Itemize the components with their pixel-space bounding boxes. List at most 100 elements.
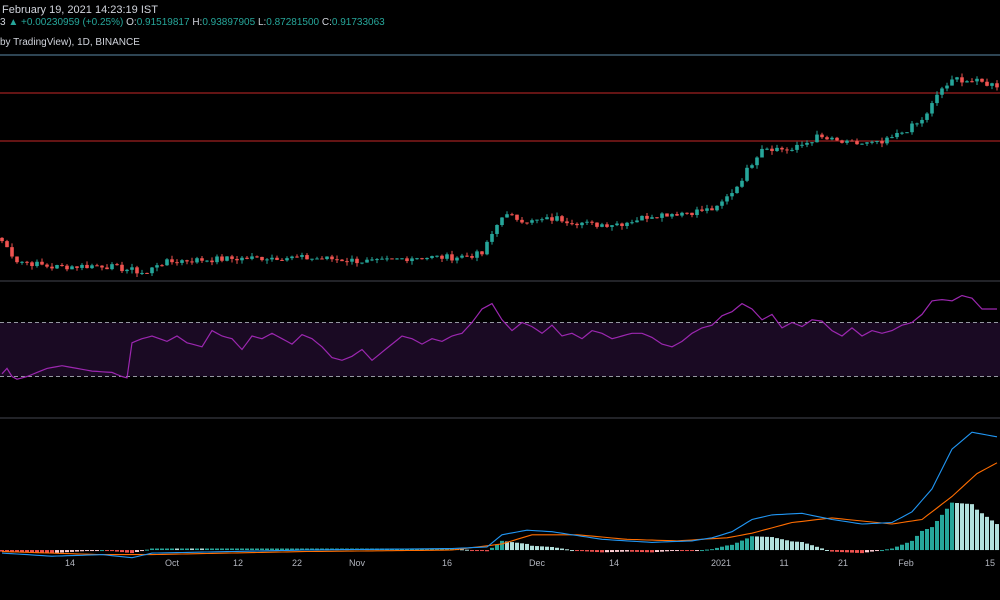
candle — [125, 268, 129, 274]
time-axis-label: 21 — [838, 558, 848, 568]
candle — [500, 217, 504, 227]
candle — [945, 82, 949, 92]
time-axis-label: 14 — [65, 558, 75, 568]
macd-histogram-bar — [290, 548, 294, 551]
macd-histogram-bar — [525, 543, 529, 551]
candle — [180, 259, 184, 266]
time-axis-label: Dec — [529, 558, 546, 568]
candle — [520, 217, 524, 224]
candle — [470, 253, 474, 260]
macd-histogram-bar — [285, 548, 289, 551]
candle — [845, 139, 849, 145]
macd-histogram-bar — [810, 545, 814, 551]
macd-histogram-bar — [735, 542, 739, 551]
symbol-fragment: 3 — [0, 17, 6, 28]
candle — [75, 266, 79, 271]
macd-histogram-bar — [505, 541, 509, 551]
macd-histogram-bar — [115, 550, 119, 552]
macd-histogram-bar — [685, 550, 689, 552]
change-arrow-icon: ▲ — [8, 17, 19, 28]
candle — [755, 156, 759, 169]
candle — [985, 78, 989, 87]
macd-histogram-bar — [665, 550, 669, 552]
candle — [300, 252, 304, 260]
macd-histogram-bar — [150, 548, 154, 551]
candle — [795, 141, 799, 153]
macd-histogram-bar — [80, 550, 84, 552]
macd-histogram-bar — [940, 514, 944, 551]
candle — [545, 214, 549, 220]
rsi-line — [1, 294, 997, 380]
macd-histogram-bar — [960, 503, 964, 551]
candle — [45, 263, 49, 269]
macd-histogram-bar — [970, 504, 974, 551]
candle — [715, 205, 719, 212]
macd-histogram-bar — [860, 550, 864, 554]
macd-histogram-bar — [250, 548, 254, 551]
macd-histogram-bar — [175, 548, 179, 551]
candle — [20, 261, 24, 265]
candle — [135, 265, 139, 278]
candle — [620, 222, 624, 230]
macd-histogram-bar — [485, 550, 489, 552]
macd-histogram-bar — [275, 548, 279, 551]
macd-histogram-bar — [705, 549, 709, 551]
macd-histogram-bar — [770, 537, 774, 551]
candle — [445, 252, 449, 261]
macd-histogram-bar — [560, 548, 564, 551]
candle — [370, 257, 374, 262]
rsi-band — [0, 322, 1000, 377]
candle — [85, 261, 89, 269]
candle — [155, 262, 159, 272]
candle — [560, 214, 564, 223]
candle — [325, 256, 329, 261]
macd-histogram-bar — [315, 548, 319, 551]
candle — [435, 255, 439, 258]
candle — [495, 224, 499, 237]
macd-histogram-bar — [740, 540, 744, 551]
macd-histogram-bar — [780, 539, 784, 551]
macd-histogram-bar — [605, 550, 609, 553]
macd-histogram-bar — [680, 550, 684, 552]
candle — [345, 257, 349, 266]
candle — [640, 215, 644, 221]
macd-histogram-bar — [50, 550, 54, 554]
candle — [685, 212, 689, 215]
macd-histogram-bar — [530, 545, 534, 551]
candle — [800, 141, 804, 148]
macd-histogram-bar — [295, 548, 299, 551]
candle — [865, 141, 869, 146]
candle — [405, 256, 409, 264]
macd-histogram-bar — [480, 550, 484, 552]
time-axis-label: Nov — [349, 558, 366, 568]
macd-histogram-bar — [500, 540, 504, 551]
macd-histogram-bar — [215, 548, 219, 551]
macd-histogram-bar — [805, 543, 809, 551]
macd-histogram-bar — [990, 520, 994, 551]
candle — [650, 214, 654, 219]
macd-histogram-bar — [600, 550, 604, 553]
candle — [750, 163, 754, 169]
macd-histogram-bar — [640, 550, 644, 553]
macd-histogram-bar — [835, 550, 839, 552]
macd-histogram-bar — [95, 550, 99, 552]
candle — [205, 260, 209, 263]
candle — [335, 255, 339, 264]
macd-histogram-bar — [820, 548, 824, 551]
macd-histogram-bar — [670, 550, 674, 552]
macd-histogram-bar — [15, 550, 19, 553]
candle — [925, 112, 929, 123]
macd-histogram-bar — [195, 548, 199, 551]
candle — [690, 212, 694, 218]
macd-histogram-bar — [865, 550, 869, 553]
candle — [10, 243, 14, 259]
macd-histogram-bar — [185, 548, 189, 551]
macd-histogram-bar — [900, 544, 904, 551]
macd-histogram-bar — [120, 550, 124, 553]
macd-histogram-bar — [930, 527, 934, 551]
macd-histogram-bar — [460, 549, 464, 551]
macd-histogram-bar — [155, 548, 159, 551]
macd-histogram-bar — [510, 542, 514, 551]
candle — [150, 266, 154, 277]
